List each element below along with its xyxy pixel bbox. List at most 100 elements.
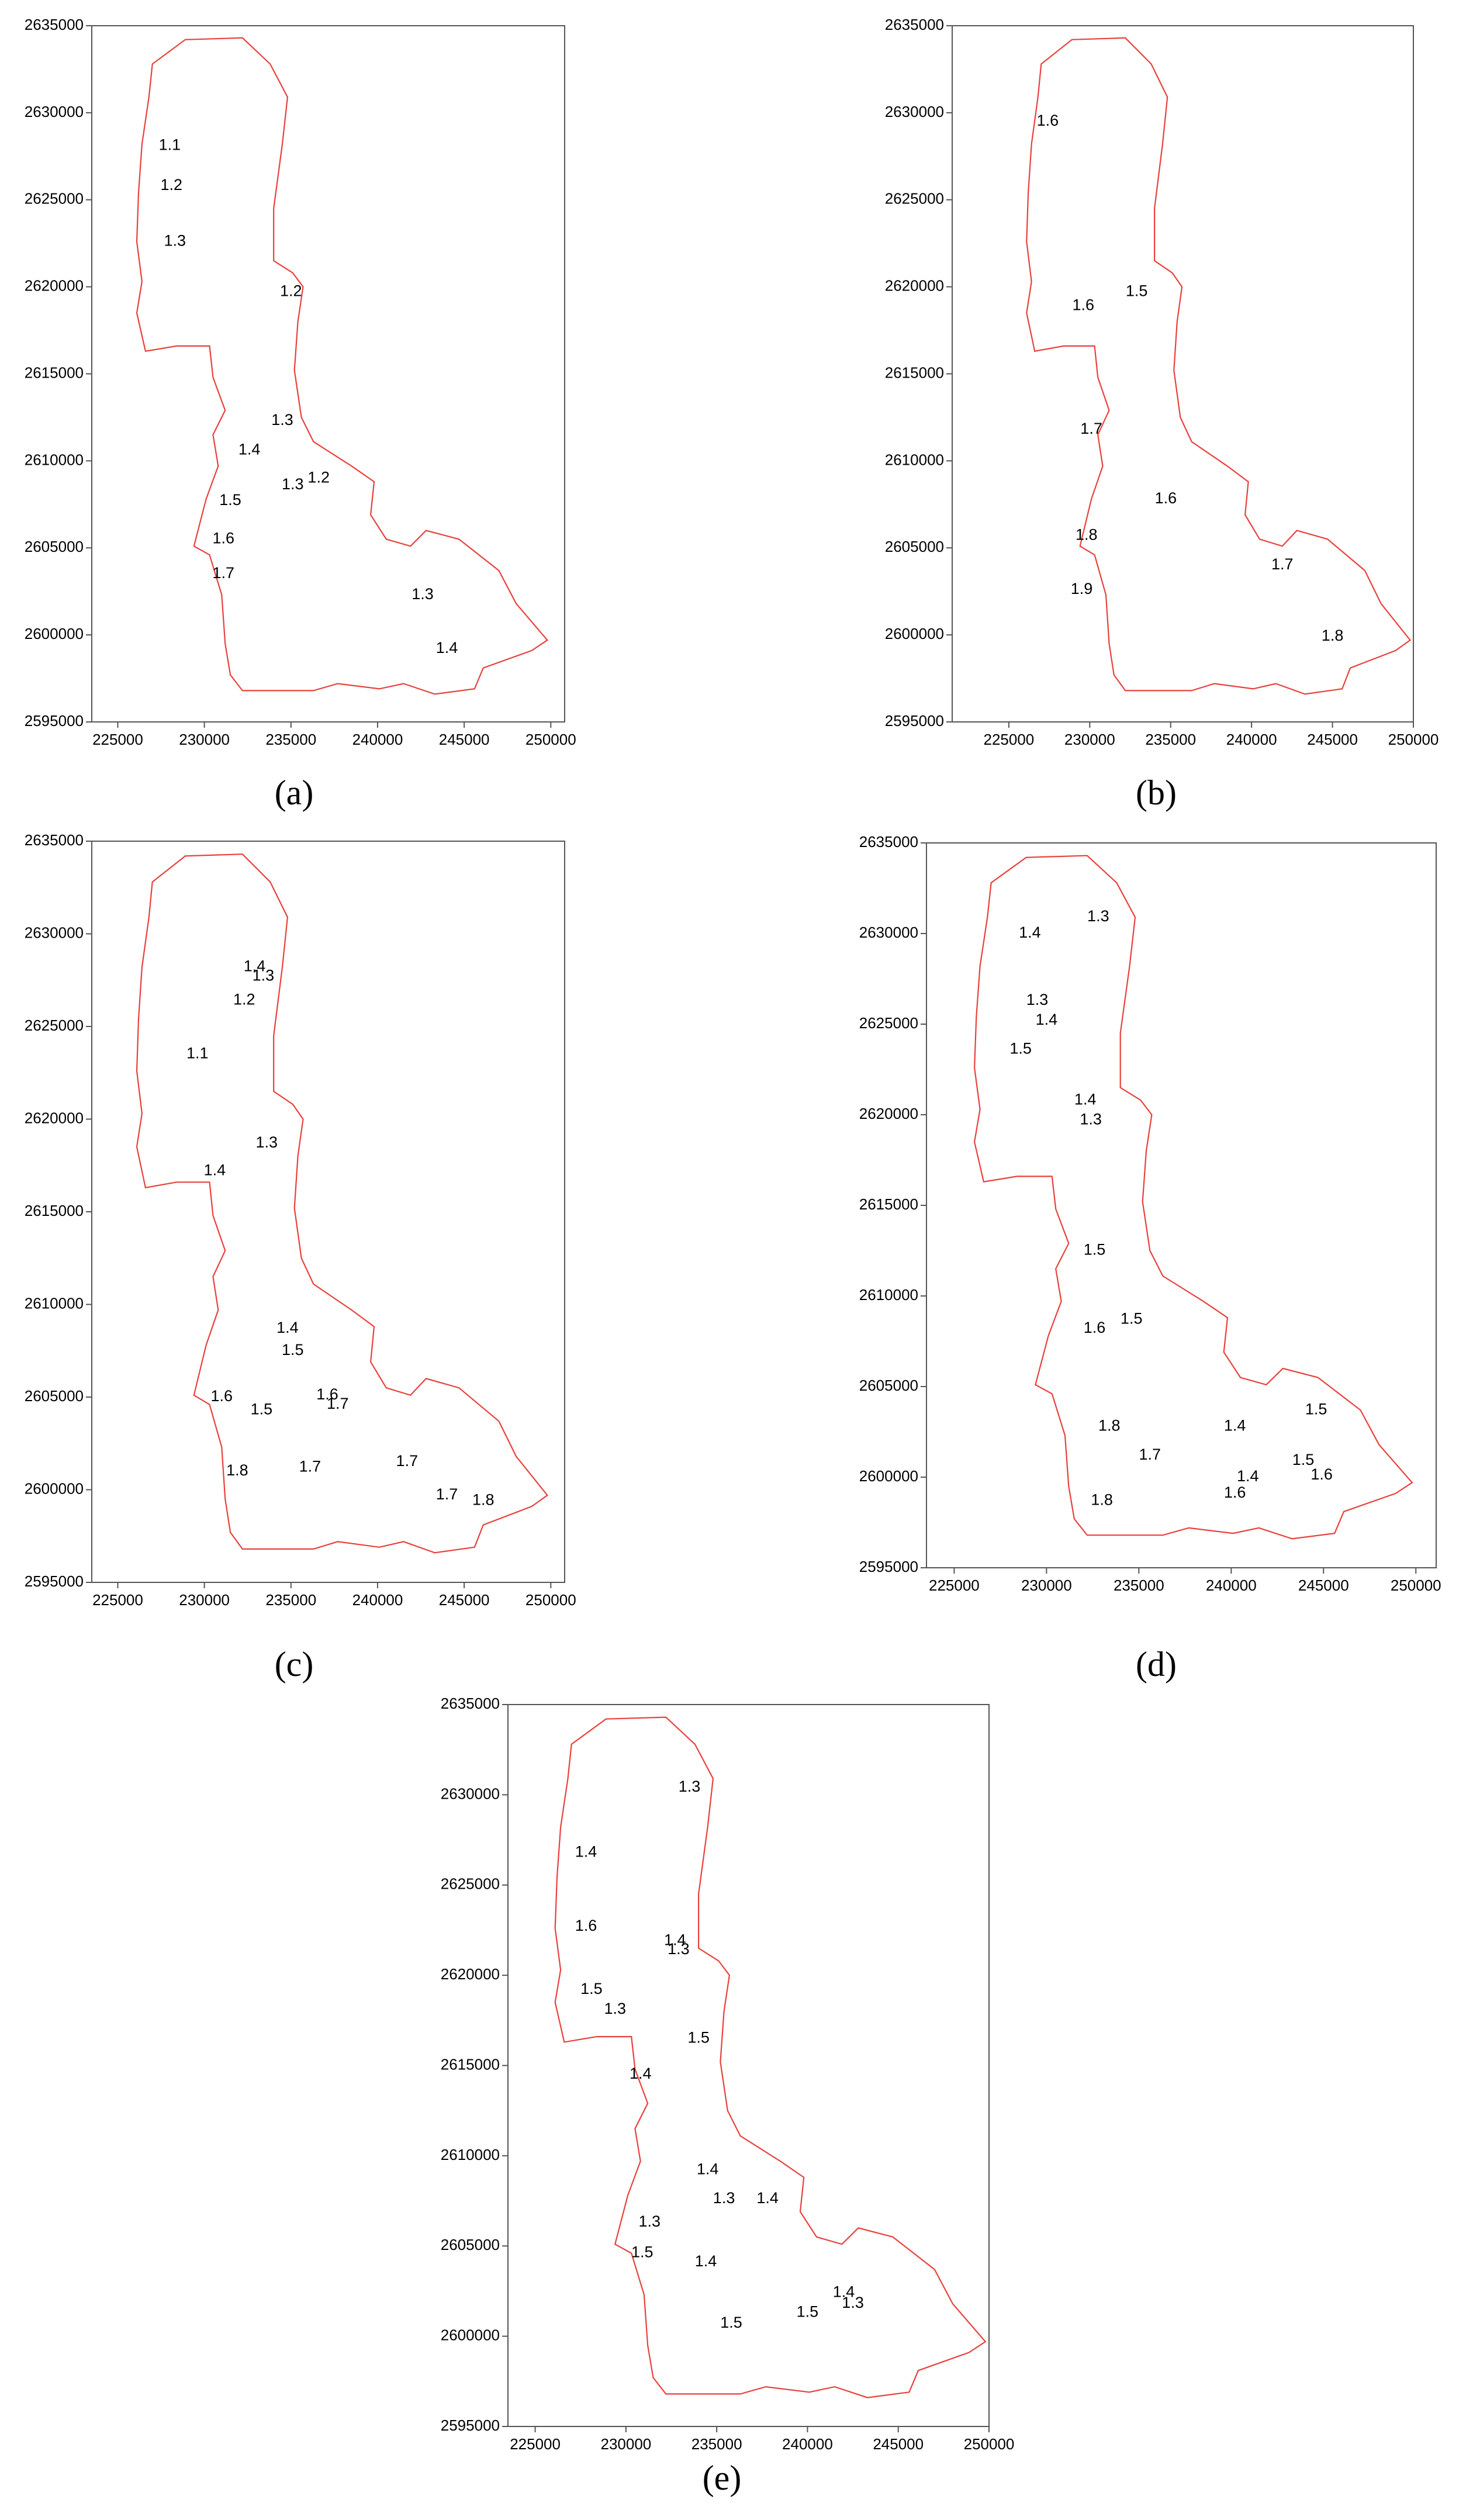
contour-label: 1.7 [1139, 1446, 1161, 1463]
contour-label: 1.3 [668, 1940, 690, 1958]
contour-label: 1.5 [1084, 1241, 1106, 1259]
x-tick-label: 225000 [984, 731, 1035, 748]
contour-label: 1.4 [697, 2161, 719, 2178]
contour-label: 1.4 [695, 2252, 717, 2270]
y-tick-label: 2595000 [885, 712, 944, 730]
contour-label: 1.2 [161, 176, 183, 193]
y-tick-label: 2615000 [441, 2055, 500, 2073]
y-tick-label: 2620000 [25, 1109, 84, 1126]
contour-label: 1.7 [1080, 420, 1102, 437]
x-tick-label: 240000 [352, 1591, 403, 1609]
y-tick-label: 2630000 [25, 924, 84, 941]
y-tick-label: 2605000 [25, 538, 84, 555]
x-tick-label: 235000 [1114, 1577, 1164, 1594]
plot-frame [926, 842, 1437, 1568]
y-tick-label: 2595000 [25, 1572, 84, 1590]
y-tick-label: 2605000 [25, 1387, 84, 1405]
lake-boundary [1026, 37, 1412, 695]
contour-label: 1.5 [797, 2303, 819, 2321]
x-tick-label: 225000 [92, 731, 143, 748]
contour-label: 1.4 [630, 2065, 652, 2082]
contour-label: 1.4 [1036, 1011, 1058, 1028]
map-panel: 225000 230000 235000 240000 245000 250000 2595… [25, 16, 576, 812]
x-tick-label: 230000 [600, 2435, 651, 2453]
y-tick-label: 2620000 [441, 1965, 500, 1983]
contour-label: 1.8 [1098, 1416, 1121, 1434]
y-tick-label: 2605000 [885, 538, 944, 555]
y-tick-label: 2620000 [885, 277, 944, 295]
plot-frame [91, 841, 565, 1583]
x-tick-label: 235000 [265, 1591, 316, 1609]
contour-label: 1.4 [1074, 1090, 1097, 1108]
contour-label: 1.4 [664, 1931, 686, 1949]
y-tick-label: 2610000 [441, 2146, 500, 2163]
panel-label: (d) [1136, 1645, 1177, 1684]
panel-label: (b) [1136, 773, 1177, 812]
contour-label: 1.3 [679, 1778, 701, 1795]
contour-label: 1.5 [1009, 1040, 1032, 1057]
contour-label: 1.3 [256, 1133, 278, 1151]
y-tick-label: 2600000 [859, 1467, 918, 1485]
x-tick-label: 250000 [964, 2435, 1015, 2453]
map-panel: 225000 230000 235000 240000 245000 250000 2595… [859, 833, 1441, 1684]
contour-label: 1.7 [396, 1452, 419, 1470]
contour-label: 1.5 [580, 1980, 603, 1997]
y-tick-label: 2635000 [859, 833, 918, 851]
contour-label: 1.6 [316, 1385, 338, 1403]
contour-label: 1.4 [756, 2189, 779, 2207]
y-tick-label: 2610000 [859, 1286, 918, 1304]
contour-label: 1.5 [631, 2244, 653, 2261]
contour-label: 1.6 [1037, 112, 1059, 129]
lake-boundary [554, 1716, 987, 2398]
contour-label: 1.4 [1224, 1416, 1246, 1434]
y-tick-label: 2615000 [885, 364, 944, 381]
contour-label: 1.6 [575, 1917, 597, 1934]
y-tick-label: 2635000 [441, 1695, 500, 1712]
lake-boundary [136, 37, 549, 695]
contour-label: 1.3 [713, 2189, 735, 2207]
x-tick-label: 245000 [439, 1591, 490, 1609]
contour-label: 1.2 [280, 282, 302, 300]
x-tick-label: 230000 [179, 1591, 230, 1609]
x-tick-label: 225000 [929, 1577, 980, 1594]
map-panel: 225000 230000 235000 240000 245000 250000 2595… [441, 1695, 1015, 2497]
x-tick-label: 240000 [782, 2435, 833, 2453]
contour-label: 1.5 [1126, 282, 1148, 300]
x-tick-label: 250000 [1388, 731, 1439, 748]
y-tick-label: 2600000 [441, 2327, 500, 2344]
contour-label: 1.4 [575, 1843, 597, 1860]
contour-label: 1.7 [299, 1458, 321, 1475]
contour-label: 1.5 [687, 2028, 710, 2046]
y-tick-label: 2635000 [885, 16, 944, 33]
lake-boundary [973, 855, 1413, 1540]
contour-label: 1.7 [436, 1485, 458, 1503]
plot-frame [952, 25, 1414, 723]
contour-label: 1.5 [720, 2314, 742, 2331]
y-tick-label: 2595000 [25, 712, 84, 730]
contour-label: 1.3 [1026, 991, 1049, 1008]
y-tick-label: 2630000 [25, 103, 84, 120]
panel-label: (e) [703, 2459, 742, 2497]
x-tick-label: 245000 [439, 731, 490, 748]
contour-label: 1.6 [1084, 1319, 1106, 1336]
x-tick-label: 235000 [691, 2435, 742, 2453]
y-tick-label: 2610000 [25, 1294, 84, 1312]
contour-label: 1.3 [638, 2213, 661, 2230]
y-tick-label: 2625000 [885, 190, 944, 208]
contour-label: 1.2 [307, 468, 330, 486]
y-tick-label: 2620000 [25, 277, 84, 295]
contour-label: 1.8 [1322, 627, 1344, 644]
y-tick-label: 2625000 [441, 1875, 500, 1893]
x-tick-label: 250000 [1391, 1577, 1441, 1594]
y-tick-label: 2615000 [25, 364, 84, 381]
contour-label: 1.1 [186, 1045, 209, 1062]
contour-label: 1.3 [842, 2294, 864, 2311]
y-tick-label: 2630000 [885, 103, 944, 120]
contour-label: 1.4 [436, 639, 458, 656]
contour-label: 1.3 [271, 411, 293, 428]
contour-label: 1.3 [412, 585, 434, 603]
contour-label: 1.6 [212, 529, 234, 547]
contour-label: 1.5 [219, 491, 241, 509]
contour-label: 1.7 [212, 564, 234, 582]
